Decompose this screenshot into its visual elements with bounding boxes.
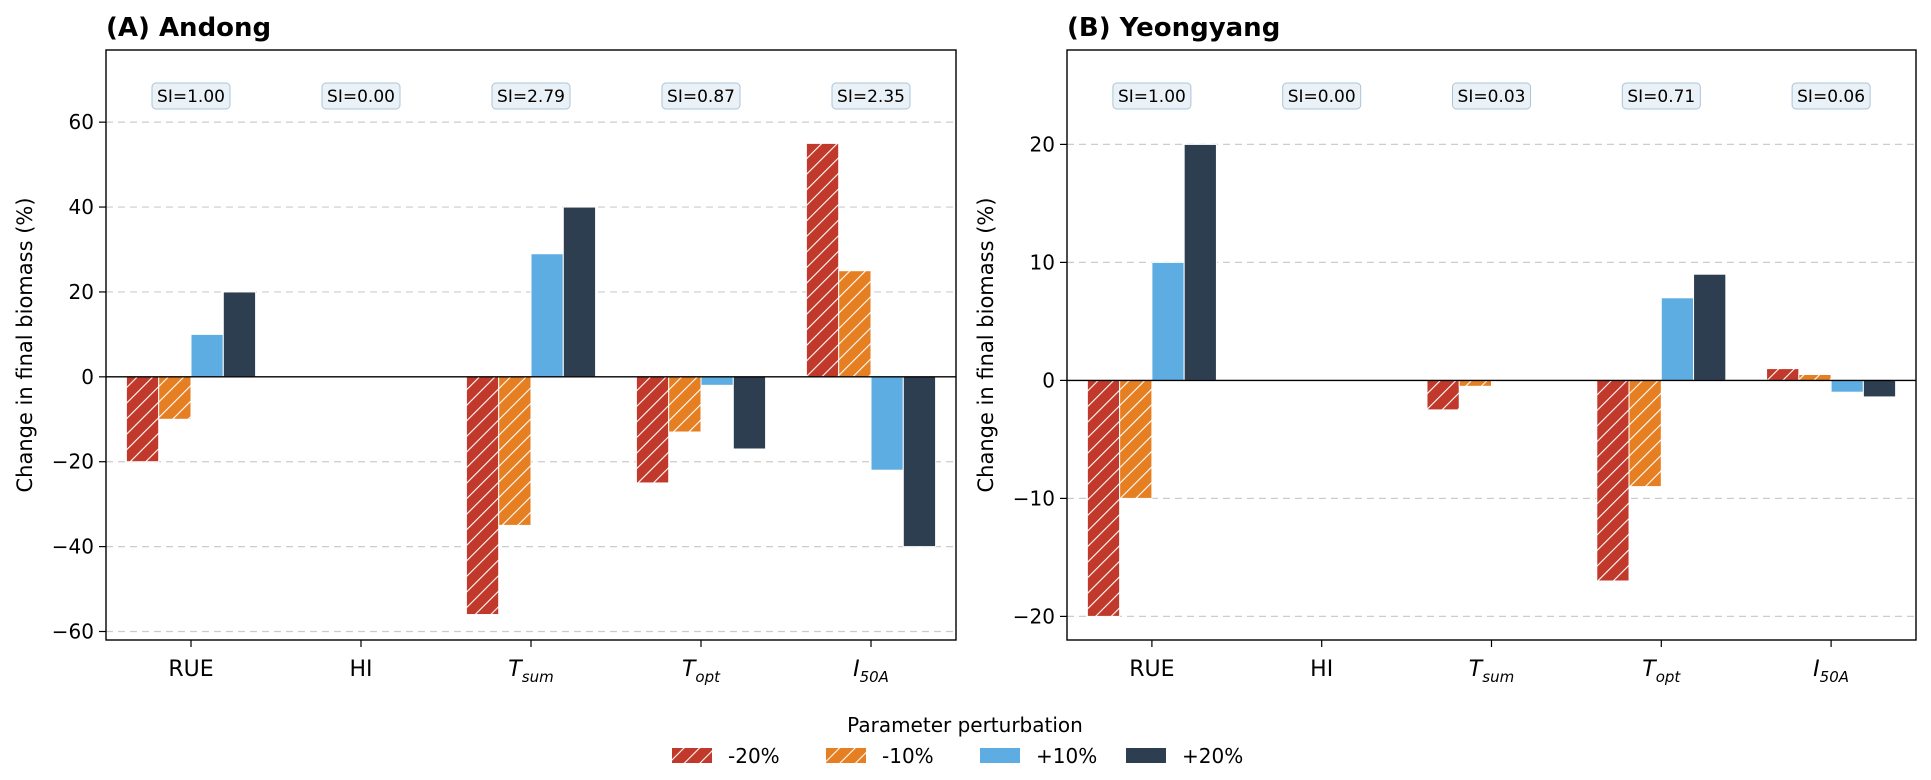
y-tick-label: 0 [81,365,94,389]
si-label: SI=0.00 [321,82,401,110]
legend-swatch [1126,748,1166,763]
bar-hatch [636,376,669,483]
legend-entry: -10% [826,744,934,768]
bar-hatch [498,376,531,526]
si-label: SI=2.35 [831,82,911,110]
y-tick-label: 40 [69,195,94,219]
si-label: SI=1.00 [151,82,231,110]
si-label: SI=0.03 [1452,82,1531,110]
si-label-text: SI=0.87 [667,87,735,107]
x-tick-label: RUE [1129,657,1174,682]
panel-title: (B) Yeongyang [1067,13,1280,43]
bar-hatch [1426,380,1460,410]
x-tick-label: I50A [853,657,889,686]
bar-pos10 [1151,261,1185,381]
bar-pos10 [190,333,224,378]
si-label-text: SI=2.35 [837,87,905,107]
y-tick-label: 20 [1030,132,1055,156]
si-label-text: SI=0.71 [1627,87,1695,107]
y-axis-label: Change in final biomass (%) [13,197,37,492]
si-label: SI=0.71 [1621,82,1701,110]
bar-pos10 [530,253,564,378]
bar-pos20 [1693,273,1727,381]
y-tick-label: 10 [1030,250,1055,274]
bar-pos20 [562,206,597,378]
si-label-text: SI=0.00 [327,87,395,107]
bar-hatch [1087,380,1120,617]
bar-pos20 [732,376,767,450]
bar-pos10 [870,376,904,471]
bar-hatch [1596,380,1630,581]
bar-hatch [1798,374,1832,381]
si-label-text: SI=1.00 [1118,87,1186,107]
bar-pos20 [222,291,257,378]
si-label-text: SI=0.06 [1797,87,1865,107]
bar-hatch [466,376,499,615]
bar-pos20 [902,376,937,548]
x-tick-label: HI [1310,657,1333,682]
si-label: SI=1.00 [1112,82,1192,110]
bar-hatch [1459,380,1492,387]
si-label-text: SI=0.00 [1288,87,1356,107]
x-tick-label: Tsum [1469,657,1514,686]
si-label: SI=0.87 [661,82,741,110]
y-tick-label: −10 [1013,486,1055,510]
x-tick-label: Topt [1642,657,1681,686]
y-tick-label: 60 [69,110,94,134]
y-tick-label: 20 [69,280,94,304]
legend-title: Parameter perturbation [847,713,1083,737]
legend-entry: +20% [1126,744,1243,768]
si-label-text: SI=1.00 [157,87,225,107]
x-tick-label: Topt [682,657,721,686]
panel-title: (A) Andong [106,13,271,43]
bar-pos10 [1830,379,1864,393]
bar-pos20 [1862,379,1897,398]
bar-pos20 [1183,143,1217,381]
legend-entry: +10% [980,744,1097,768]
bar-pos10 [1660,297,1695,381]
y-tick-label: −60 [52,620,94,644]
legend-label: -10% [882,744,934,768]
x-tick-label: Tsum [508,657,553,686]
bar-hatch [838,270,871,377]
y-tick-label: −20 [1013,604,1055,628]
bar-hatch [806,143,839,377]
legend-label: +20% [1182,744,1243,768]
panel-andong: −60 −40 −20 0 20 40 60 RUE SI=1.00 HI SI=0.00 Tsum S… [13,13,957,686]
bar-hatch [1119,380,1152,499]
y-axis-label: Change in final biomass (%) [974,197,998,492]
legend-entry: -20% [672,744,780,768]
x-tick-label: RUE [168,657,213,682]
legend-label: +10% [1036,744,1097,768]
x-tick-label: I50A [1813,657,1849,686]
legend-label: -20% [728,744,780,768]
bar-pos10 [700,376,734,386]
bar-hatch [1629,380,1662,487]
y-tick-label: 0 [1042,368,1055,392]
bar-hatch [668,376,701,433]
panel-yeongyang: −20 −10 0 10 20 RUE SI=1.00 HI SI=0.00 Tsum SI=0.0… [974,13,1917,686]
si-label: SI=0.00 [1282,82,1362,110]
y-tick-label: −40 [52,535,94,559]
si-label: SI=0.06 [1791,82,1871,110]
x-tick-label: HI [349,657,372,682]
bar-hatch [158,376,191,420]
legend-swatch [980,748,1020,763]
legend: Parameter perturbation -20% -10% +10% +20% [672,713,1243,768]
plot-frame [1066,49,1917,641]
si-label: SI=2.79 [491,82,571,110]
y-tick-label: −20 [52,450,94,474]
bar-hatch [126,376,159,462]
bar-hatch [1766,368,1799,381]
plot-frame [105,49,957,641]
si-label-text: SI=2.79 [497,87,565,107]
si-label-text: SI=0.03 [1458,87,1526,107]
